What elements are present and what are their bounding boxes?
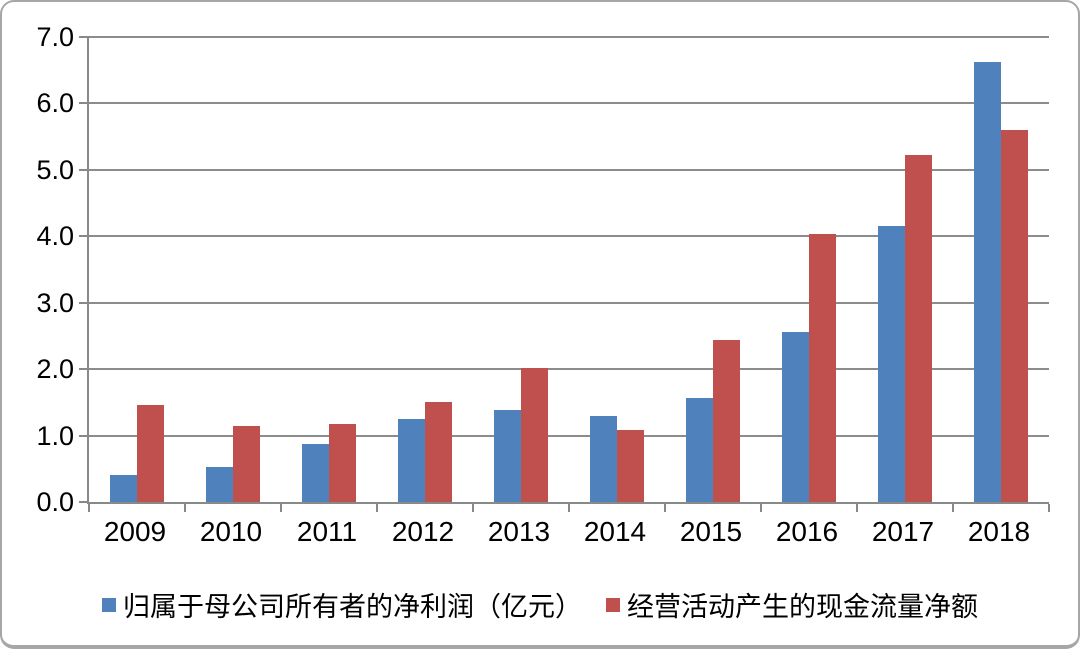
x-axis-tick: [952, 504, 954, 512]
y-axis-tick-label: 3.0: [36, 287, 74, 318]
operating-cash-flow-swatch-icon: [606, 597, 620, 612]
y-axis-tick-label: 1.0: [36, 420, 74, 451]
legend-item-operating-cash-flow: 经营活动产生的现金流量净额: [606, 585, 978, 624]
x-axis-tick-label: 2009: [103, 516, 167, 547]
y-axis-tick-label: 7.0: [36, 22, 74, 52]
x-axis-tick: [472, 504, 474, 512]
y-axis-tick-label: 0.0: [36, 487, 74, 517]
y-axis-tick: [79, 235, 89, 238]
y-axis-tick: [79, 301, 89, 304]
plot-area: [79, 36, 1050, 512]
x-axis-tick-label: 2017: [871, 516, 935, 547]
x-axis-tick: [280, 504, 282, 512]
operating-cash-flow-bar: [617, 430, 644, 502]
gridline: [89, 168, 1049, 171]
operating-cash-flow-bar: [233, 426, 260, 502]
net-profit-bar: [782, 331, 809, 502]
gridline: [89, 235, 1049, 238]
y-axis-tick: [79, 368, 89, 371]
legend: 归属于母公司所有者的净利润（亿元） 经营活动产生的现金流量净额: [2, 585, 1078, 624]
gridline: [89, 368, 1049, 371]
x-axis-tick: [664, 504, 666, 512]
y-axis-tick: [79, 36, 89, 38]
net-profit-bar: [878, 226, 905, 502]
y-axis-tick-label: 4.0: [36, 221, 74, 252]
operating-cash-flow-bar: [329, 423, 356, 502]
net-profit-swatch-icon: [102, 597, 116, 612]
y-axis-tick: [79, 501, 89, 503]
x-axis-tick-label: 2013: [487, 516, 551, 547]
x-axis-tick: [1048, 504, 1050, 512]
net-profit-bar: [398, 418, 425, 502]
x-axis-tick: [568, 504, 570, 512]
net-profit-bar: [590, 415, 617, 502]
gridline: [89, 102, 1049, 105]
net-profit-bar: [302, 444, 329, 502]
net-profit-bar: [494, 409, 521, 502]
gridline: [89, 36, 1049, 38]
y-axis-tick: [79, 102, 89, 105]
y-axis-tick-label: 6.0: [36, 88, 74, 119]
operating-cash-flow-bar: [905, 155, 932, 502]
net-profit-bar: [206, 466, 233, 502]
x-axis-tick-label: 2015: [679, 516, 743, 547]
legend-item-net-profit: 归属于母公司所有者的净利润（亿元）: [102, 585, 582, 624]
x-axis-tick: [856, 504, 858, 512]
gridline: [89, 301, 1049, 304]
net-profit-bar: [686, 397, 713, 502]
x-axis-tick-label: 2010: [199, 516, 263, 547]
y-axis-tick: [79, 434, 89, 437]
net-profit-bar: [974, 62, 1001, 502]
legend-label: 经营活动产生的现金流量净额: [627, 592, 978, 622]
operating-cash-flow-bar: [521, 368, 548, 502]
legend-label: 归属于母公司所有者的净利润（亿元）: [123, 592, 582, 622]
operating-cash-flow-bar: [713, 339, 740, 502]
x-axis-tick: [376, 504, 378, 512]
net-profit-bar: [110, 475, 137, 502]
x-axis-tick-label: 2014: [583, 516, 647, 547]
gridline: [89, 434, 1049, 437]
y-axis-tick-label: 2.0: [36, 354, 74, 385]
x-axis-tick-label: 2012: [391, 516, 455, 547]
x-axis-tick: [184, 504, 186, 512]
operating-cash-flow-bar: [809, 234, 836, 502]
x-axis-tick: [760, 504, 762, 512]
operating-cash-flow-bar: [425, 401, 452, 502]
y-axis-tick-label: 5.0: [36, 154, 74, 185]
x-axis-tick-label: 2018: [967, 516, 1031, 547]
operating-cash-flow-bar: [1001, 130, 1028, 502]
x-axis-tick-label: 2016: [775, 516, 839, 547]
y-axis-tick: [79, 168, 89, 171]
x-axis-tick: [88, 504, 90, 512]
x-axis-tick-label: 2011: [296, 516, 358, 547]
operating-cash-flow-bar: [137, 405, 164, 502]
